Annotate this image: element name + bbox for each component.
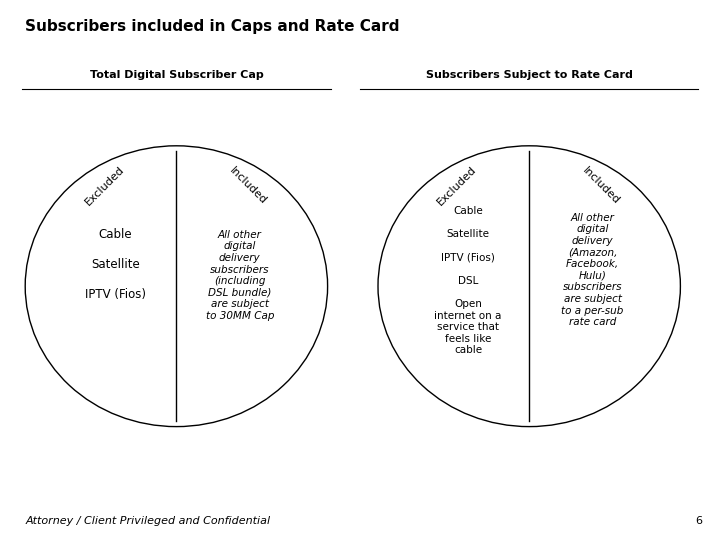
Text: 6: 6 xyxy=(695,516,702,526)
Text: Attorney / Client Privileged and Confidential: Attorney / Client Privileged and Confide… xyxy=(25,516,270,526)
Text: Included: Included xyxy=(228,166,269,207)
Text: Cable

Satellite

IPTV (Fios)

DSL

Open
internet on a
service that
feels like
c: Cable Satellite IPTV (Fios) DSL Open int… xyxy=(434,206,502,355)
Text: Excluded: Excluded xyxy=(436,165,479,208)
Text: Cable

Satellite

IPTV (Fios): Cable Satellite IPTV (Fios) xyxy=(85,228,145,301)
Text: Subscribers included in Caps and Rate Card: Subscribers included in Caps and Rate Ca… xyxy=(25,19,400,34)
Text: All other
digital
delivery
(Amazon,
Facebook,
Hulu)
subscribers
are subject
to a: All other digital delivery (Amazon, Face… xyxy=(562,213,624,327)
Text: All other
digital
delivery
subscribers
(including
DSL bundle)
are subject
to 30M: All other digital delivery subscribers (… xyxy=(205,230,274,321)
Text: Total Digital Subscriber Cap: Total Digital Subscriber Cap xyxy=(89,70,264,80)
Text: Included: Included xyxy=(581,166,621,207)
Text: Excluded: Excluded xyxy=(83,165,126,208)
Text: Subscribers Subject to Rate Card: Subscribers Subject to Rate Card xyxy=(426,70,633,80)
